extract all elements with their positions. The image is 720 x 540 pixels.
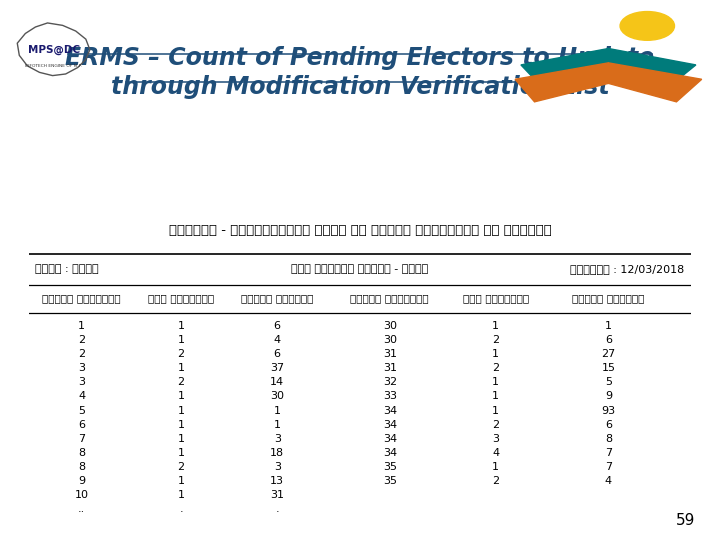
Text: 34: 34 <box>383 406 397 416</box>
Text: 3: 3 <box>78 363 85 373</box>
Text: 2: 2 <box>492 476 500 486</box>
Text: दिनांक : 12/03/2018: दिनांक : 12/03/2018 <box>570 265 685 274</box>
Text: 59: 59 <box>675 513 695 528</box>
Text: 1: 1 <box>492 462 499 472</box>
Text: 4: 4 <box>492 448 500 458</box>
Text: 1: 1 <box>178 363 184 373</box>
Text: 2: 2 <box>78 335 86 345</box>
Text: 9: 9 <box>78 476 86 486</box>
Text: 1: 1 <box>492 321 499 331</box>
Text: 2: 2 <box>492 420 500 430</box>
Text: 4: 4 <box>78 392 86 401</box>
Text: 1: 1 <box>605 321 612 331</box>
Text: 34: 34 <box>383 434 397 444</box>
Text: 1: 1 <box>178 321 184 331</box>
Text: 37: 37 <box>270 363 284 373</box>
Text: 7: 7 <box>78 434 86 444</box>
Text: 7: 7 <box>605 448 612 458</box>
Text: 5: 5 <box>78 406 85 416</box>
Text: 1: 1 <box>492 377 499 387</box>
Text: ..: .. <box>78 504 86 514</box>
Text: 2: 2 <box>492 363 500 373</box>
Text: .: . <box>275 504 279 514</box>
Circle shape <box>620 11 675 40</box>
Text: 3: 3 <box>78 377 85 387</box>
Text: 4: 4 <box>605 476 612 486</box>
Text: 34: 34 <box>383 448 397 458</box>
Text: 2: 2 <box>178 349 185 359</box>
Text: भाग क्रमांक: भाग क्रमांक <box>148 293 215 303</box>
Text: 1: 1 <box>178 335 184 345</box>
Text: भाग क्रमांक: भाग क्रमांक <box>463 293 529 303</box>
Text: 1: 1 <box>178 392 184 401</box>
Text: 1: 1 <box>178 434 184 444</box>
Text: 18: 18 <box>270 448 284 458</box>
Text: MPS@DC: MPS@DC <box>27 44 80 55</box>
Text: 7: 7 <box>605 462 612 472</box>
Text: 30: 30 <box>383 335 397 345</box>
Text: 13: 13 <box>270 476 284 486</box>
Text: लंबित मतदाता: लंबित मतदाता <box>572 293 644 303</box>
Text: 1: 1 <box>78 321 85 331</box>
Text: 10: 10 <box>75 490 89 500</box>
Text: 1: 1 <box>178 420 184 430</box>
Text: 15: 15 <box>601 363 616 373</box>
Text: 6: 6 <box>605 335 612 345</box>
Text: 2: 2 <box>78 349 86 359</box>
Text: 6: 6 <box>78 420 85 430</box>
Text: 31: 31 <box>383 349 397 359</box>
Text: 1: 1 <box>492 406 499 416</box>
Text: ERMS – Count of Pending Electors to Update: ERMS – Count of Pending Electors to Upda… <box>66 46 654 70</box>
Text: 35: 35 <box>383 462 397 472</box>
Text: जिला : हरदा: जिला : हरदा <box>35 265 99 274</box>
Text: 8: 8 <box>605 434 612 444</box>
Text: 1: 1 <box>178 490 184 500</box>
Text: 5: 5 <box>605 377 612 387</box>
Text: 1: 1 <box>274 420 281 430</box>
Text: संशोधन - वेरिफिकेशन सूची के लंबित मतदाताओं की संख्या: संशोधन - वेरिफिकेशन सूची के लंबित मतदाता… <box>168 225 552 238</box>
Polygon shape <box>521 49 608 85</box>
Text: 2: 2 <box>178 377 185 387</box>
Text: 3: 3 <box>492 434 499 444</box>
Text: 3: 3 <box>274 434 281 444</box>
Text: 9: 9 <box>605 392 612 401</box>
Text: 32: 32 <box>383 377 397 387</box>
Text: 4: 4 <box>274 335 281 345</box>
Text: 2: 2 <box>492 335 500 345</box>
Text: 6: 6 <box>274 349 281 359</box>
Text: 34: 34 <box>383 420 397 430</box>
Text: 1: 1 <box>178 476 184 486</box>
Text: 1: 1 <box>178 406 184 416</box>
Text: 31: 31 <box>270 490 284 500</box>
Text: 93: 93 <box>601 406 616 416</box>
Text: 35: 35 <box>383 476 397 486</box>
Text: 6: 6 <box>605 420 612 430</box>
Text: 30: 30 <box>383 321 397 331</box>
Text: 30: 30 <box>270 392 284 401</box>
Text: 8: 8 <box>78 448 86 458</box>
Text: INFOTECH ENGINE OF M.P.: INFOTECH ENGINE OF M.P. <box>25 64 82 68</box>
Text: 1: 1 <box>178 448 184 458</box>
Text: 31: 31 <box>383 363 397 373</box>
Text: 2: 2 <box>178 462 185 472</box>
Polygon shape <box>608 63 702 102</box>
Text: नगर पालिका परिषद - हरदा: नगर पालिका परिषद - हरदा <box>292 265 428 274</box>
Text: 33: 33 <box>383 392 397 401</box>
Polygon shape <box>608 49 696 85</box>
Text: 14: 14 <box>270 377 284 387</box>
Text: 3: 3 <box>274 462 281 472</box>
Text: 8: 8 <box>78 462 86 472</box>
Text: वार्ड क्रमांक: वार्ड क्रमांक <box>42 293 121 303</box>
Text: 1: 1 <box>492 349 499 359</box>
Text: 27: 27 <box>601 349 616 359</box>
Text: through Modification Verification List: through Modification Verification List <box>111 75 609 98</box>
Text: 6: 6 <box>274 321 281 331</box>
Text: वार्ड क्रमांक: वार्ड क्रमांक <box>351 293 429 303</box>
Text: 1: 1 <box>274 406 281 416</box>
Text: 1: 1 <box>492 392 499 401</box>
Text: लंबित मतदाता: लंबित मतदाता <box>241 293 313 303</box>
Text: .: . <box>179 504 183 514</box>
Polygon shape <box>515 63 608 102</box>
